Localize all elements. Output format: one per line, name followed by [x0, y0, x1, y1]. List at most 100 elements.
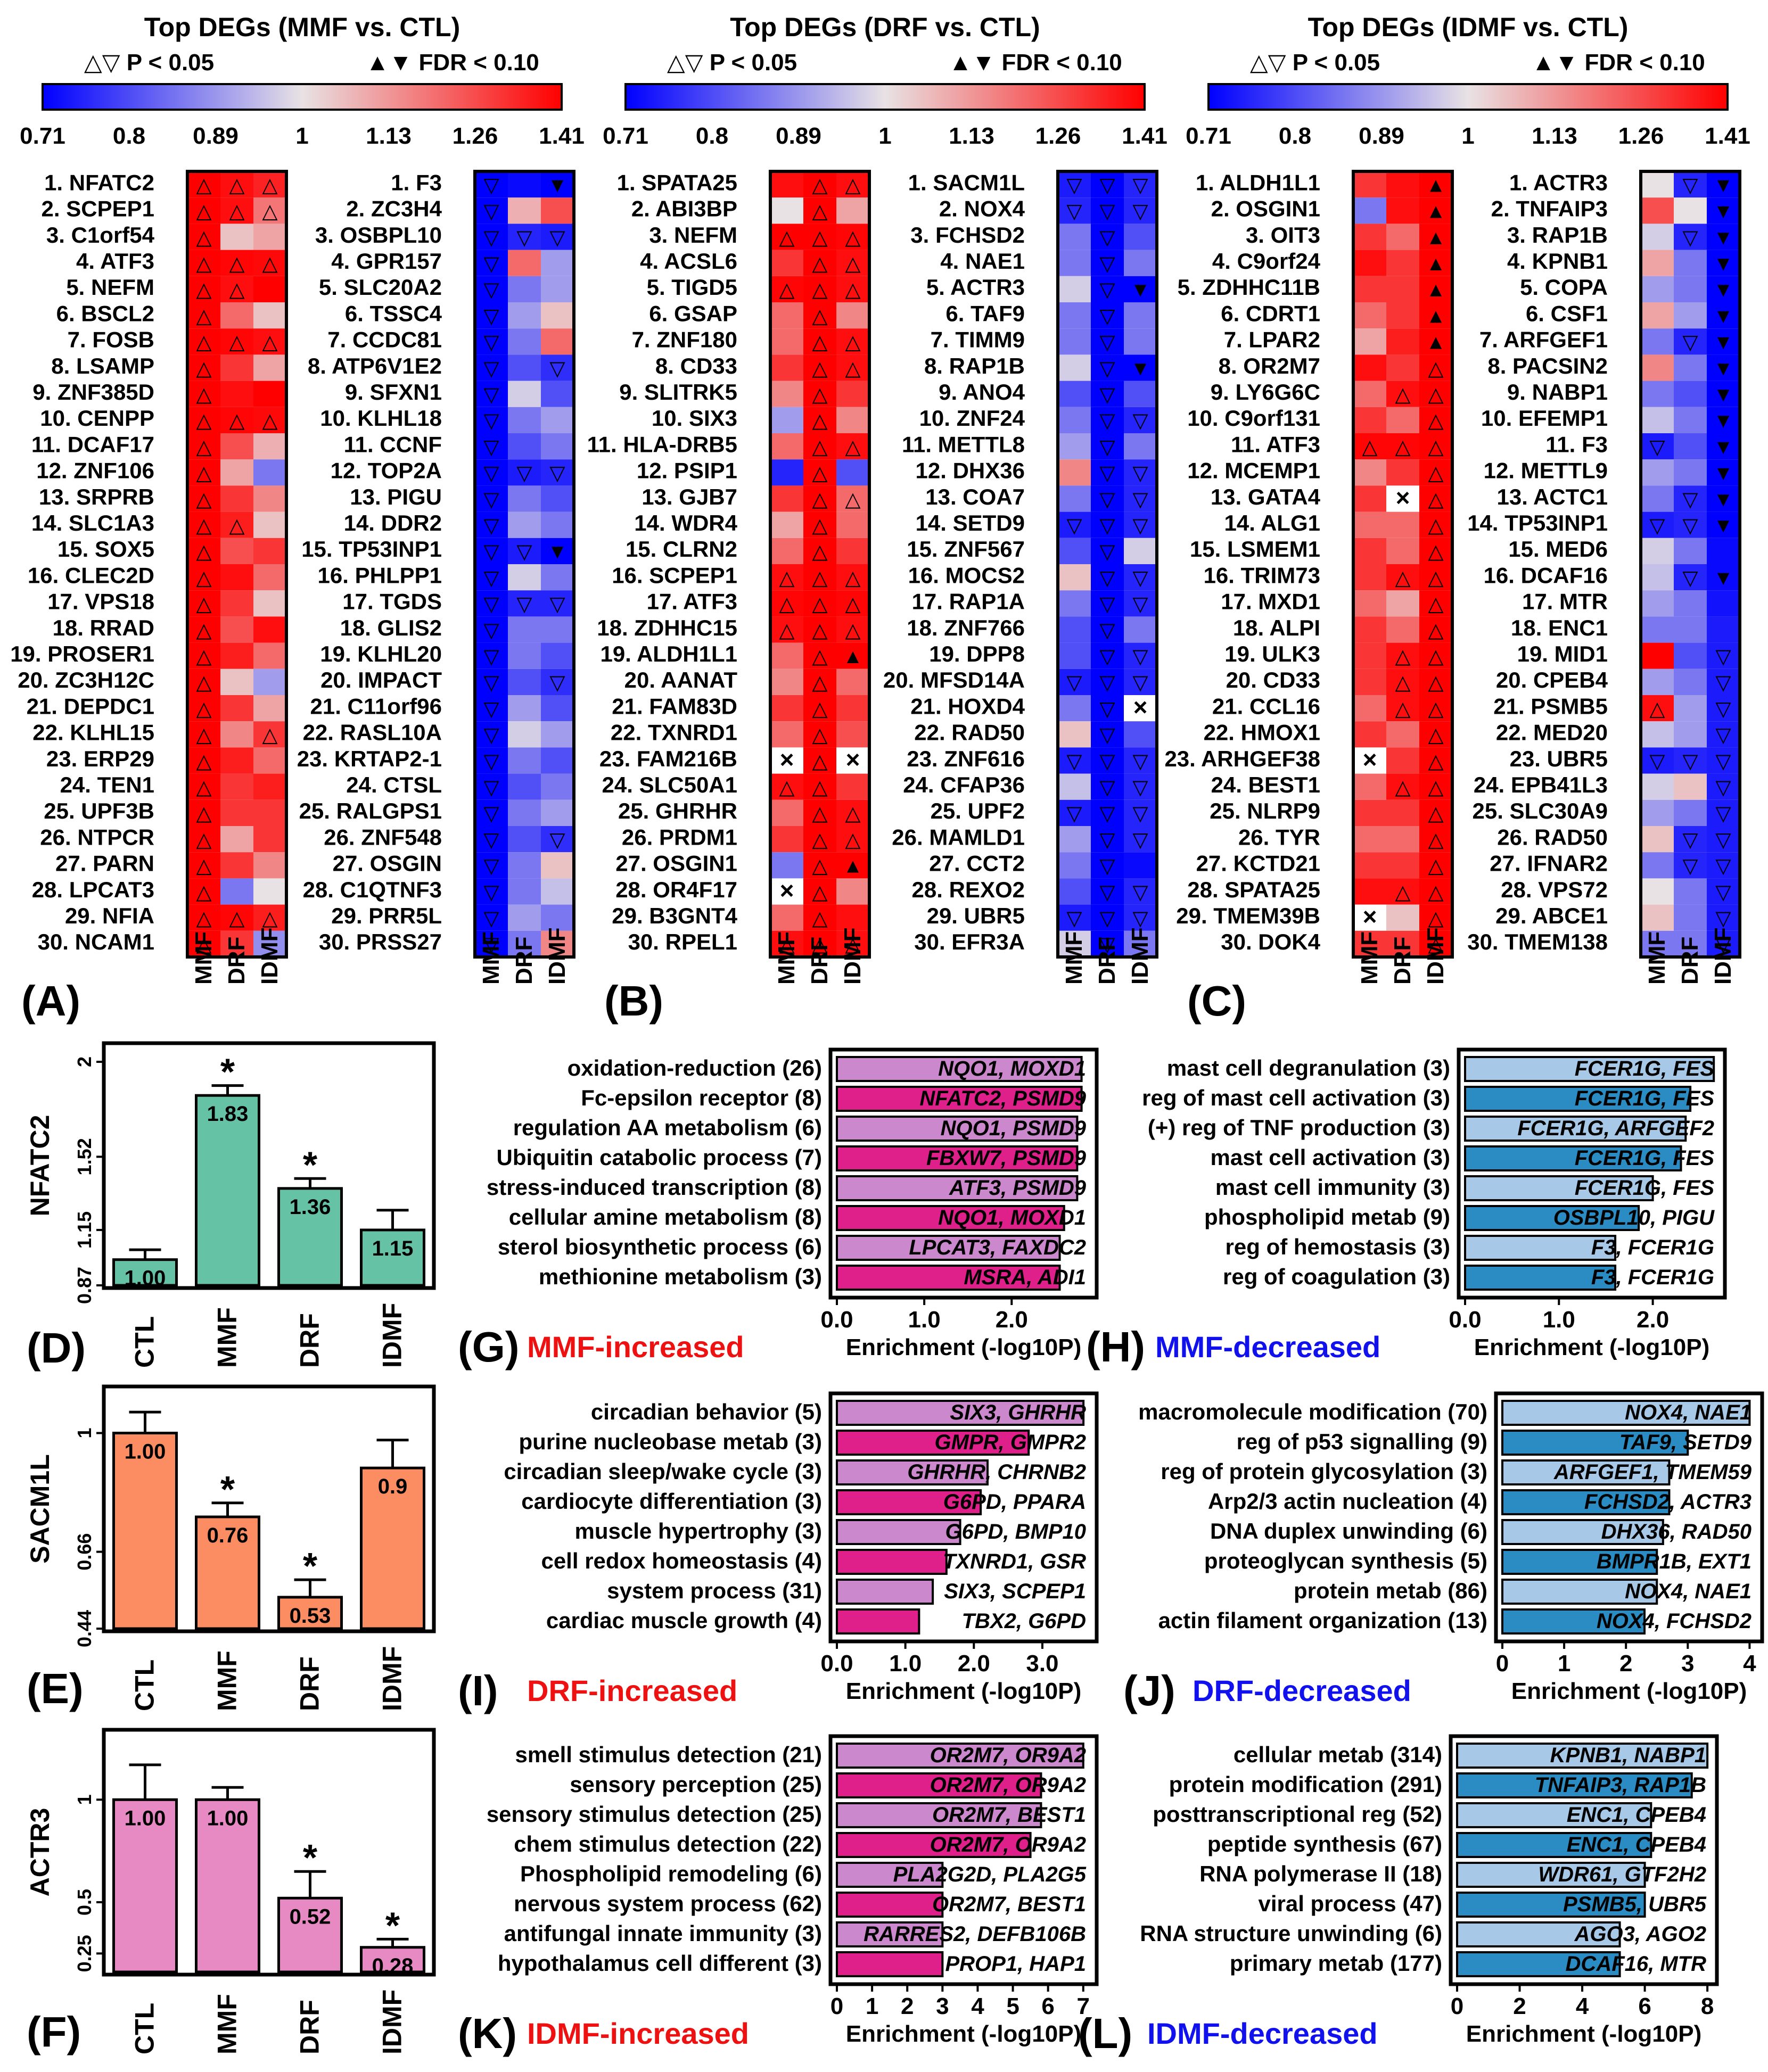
heatmap-cell: [770, 773, 803, 800]
heatmap-cell: [187, 276, 220, 302]
gene-label: 29. NFIA: [65, 903, 154, 928]
heatmap-cell: [1674, 695, 1707, 722]
significance-marker: ▽: [549, 227, 565, 249]
heatmap-cell: [220, 826, 253, 853]
heatmap-cell: [1124, 171, 1157, 198]
significance-marker: ▽: [483, 881, 499, 904]
heatmap-cell: [836, 197, 869, 224]
gene-label: 20. IMPACT: [320, 667, 442, 692]
gene-label: 12. METTL9: [1484, 458, 1608, 483]
gene-label: 15. MED6: [1508, 536, 1608, 562]
heatmap-cell: [253, 407, 286, 433]
significance-marker: △: [1428, 620, 1444, 642]
gene-label: 22. RAD50: [914, 720, 1025, 745]
heatmap-cell: [475, 904, 508, 931]
heatmap-cell: [1419, 878, 1452, 905]
heatmap-cell: [475, 799, 508, 826]
significance-marker: △: [1428, 777, 1444, 799]
gene-label: 7. ZNF180: [632, 327, 737, 352]
significance-marker: △: [196, 358, 212, 380]
heatmap-cell: [1386, 485, 1419, 512]
x-tick-label: 0.0: [820, 1307, 853, 1333]
significance-marker: △: [845, 358, 861, 380]
heatmap-cell: [1386, 302, 1419, 329]
significance-marker: △: [1428, 855, 1444, 878]
heatmap-column-label: IDMF: [1422, 927, 1449, 985]
heatmap-cell: [1353, 511, 1386, 538]
significance-marker: ▼: [1713, 279, 1733, 301]
heatmap-downregulated-block: 1. SACM1L ▽ ▽ ▽ 2. NOX4 ▽ ▽ ▽ 3. FCHSD2 ▽ 4. NAE1 ▽…: [883, 170, 1158, 985]
significance-marker: ▽: [1715, 724, 1731, 747]
heatmap-cell: [1058, 721, 1091, 748]
significance-marker: ▲: [843, 646, 863, 668]
significance-marker: △: [1428, 593, 1444, 616]
bar-value-label: 0.53: [290, 1604, 331, 1628]
heatmap-cell: [541, 485, 574, 512]
heatmap-cell: [220, 747, 253, 774]
heatmap-cell: [1707, 930, 1740, 957]
panel-letter: (A): [21, 977, 80, 1025]
x-tick-label: 1.0: [908, 1307, 941, 1333]
heatmap-cell: [541, 642, 574, 669]
heatmap-cell: [1058, 302, 1091, 329]
heatmap-cell: [1124, 773, 1157, 800]
heatmap-cell: [1707, 668, 1740, 695]
heatmap-cell: [770, 878, 803, 905]
significance-marker: ×: [1363, 903, 1377, 930]
x-tick-label: 6: [1638, 1993, 1651, 2019]
heatmap-cell: [541, 616, 574, 643]
heatmap-cell: [1707, 695, 1740, 722]
go-term-label: system process (31): [607, 1578, 822, 1603]
heatmap-cell: [508, 197, 541, 224]
heatmap-column-label: MMF: [478, 931, 504, 985]
plot-frame: [828, 1047, 1099, 1300]
gene-label: 10. EFEMP1: [1481, 406, 1608, 431]
gene-label: 2. ABI3BP: [631, 196, 737, 221]
heatmap-cell: [220, 852, 253, 879]
significance-marker: △: [812, 463, 828, 485]
significance-marker: ▽: [1132, 646, 1148, 668]
gene-label: 8. RAP1B: [924, 353, 1025, 378]
significance-marker: △: [1428, 567, 1444, 589]
gene-label: 28. OR4F17: [615, 877, 737, 902]
significance-marker: ▽: [1066, 174, 1082, 196]
heatmap-cell: [1353, 459, 1386, 486]
gene-label: 1. SACM1L: [908, 170, 1025, 195]
heatmap-cell: [1091, 826, 1124, 853]
significance-marker: △: [196, 384, 212, 406]
enrichment-bar: [836, 1802, 1042, 1828]
gene-label: 11. F3: [1545, 432, 1608, 457]
heatmap-cell: [1707, 328, 1740, 355]
heatmap-cell: [1353, 224, 1386, 250]
heatmap-cell: [541, 930, 574, 957]
gene-label: 25. UPF2: [931, 798, 1025, 823]
heatmap-cell: [1641, 773, 1674, 800]
heatmap-cell: [508, 852, 541, 879]
heatmap-cell: [541, 773, 574, 800]
plot-frame: [1449, 1734, 1719, 1986]
heatmap-cell: [803, 904, 836, 931]
heatmap-cell: [253, 852, 286, 879]
heatmap-cell: [1058, 564, 1091, 591]
gene-label: 9. LY6G6C: [1211, 379, 1320, 405]
significance-marker: △: [1428, 436, 1444, 458]
heatmap-cell: [1419, 276, 1452, 302]
enrichment-bar: [1501, 1608, 1646, 1635]
significance-marker: △: [812, 855, 828, 878]
go-term-label: methionine metabolism (3): [539, 1264, 822, 1289]
heatmap-cell: [836, 354, 869, 381]
x-tick-label: 1.0: [889, 1650, 922, 1677]
enrichment-bar: [836, 1205, 1065, 1231]
significance-marker: ▽: [483, 410, 499, 432]
significance-marker: ▽: [516, 593, 532, 616]
gene-label: 12. PSIP1: [637, 458, 737, 483]
heatmap-cell: [1058, 852, 1091, 879]
gene-label: 22. KLHL15: [32, 720, 154, 745]
enrichment-bar: [836, 1175, 1079, 1201]
heatmap-cell: [1674, 904, 1707, 931]
heatmap-cell: [187, 564, 220, 591]
go-term-label: viral process (47): [1258, 1891, 1442, 1916]
heatmap-cell: [1124, 799, 1157, 826]
significance-marker: ▽: [1132, 777, 1148, 799]
heatmap-cell: [1674, 930, 1707, 957]
